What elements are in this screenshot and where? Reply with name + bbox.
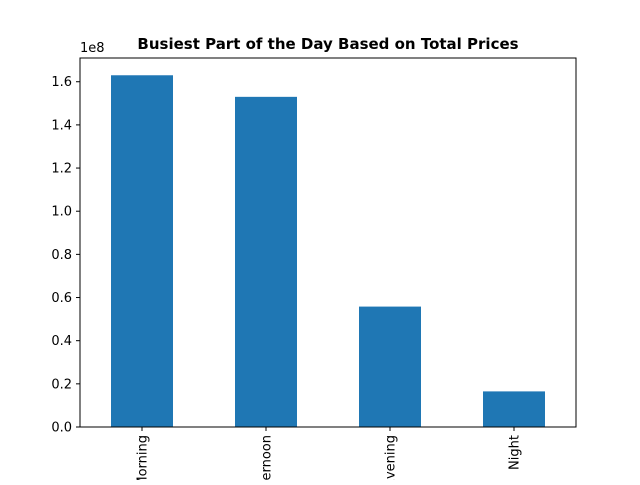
x-tick-label-evening: Evening [384, 435, 399, 480]
axes-frame [79, 57, 577, 428]
y-tick-label: 1.2 [51, 162, 72, 177]
plot-area: 0.0 0.2 0.4 0.6 0.8 1.0 1.2 1.4 1.6 Morning Aftern… [51, 57, 577, 485]
x-tick-label-night: Night [508, 435, 523, 470]
y-axis-offset-label: 1e8 [80, 41, 105, 56]
y-tick-label: 0.2 [51, 377, 72, 392]
bar-morning [111, 75, 173, 428]
y-tick-label: 0.6 [51, 291, 72, 306]
y-tick-label: 1.6 [51, 75, 72, 90]
x-tick-label-morning: Morning [136, 435, 151, 480]
y-tick-label: 0.8 [51, 248, 72, 263]
x-tick-label-afternoon: Afternoon [260, 435, 275, 480]
bar-night [483, 391, 545, 427]
y-tick-label: 0.0 [51, 421, 72, 436]
y-tick-label: 0.4 [51, 334, 72, 349]
y-tick-label: 1.0 [51, 205, 72, 220]
bar-afternoon [235, 96, 297, 427]
y-tick-label: 1.4 [51, 118, 72, 133]
bar-evening [359, 306, 421, 427]
chart-title: Busiest Part of the Day Based on Total P… [137, 35, 518, 53]
